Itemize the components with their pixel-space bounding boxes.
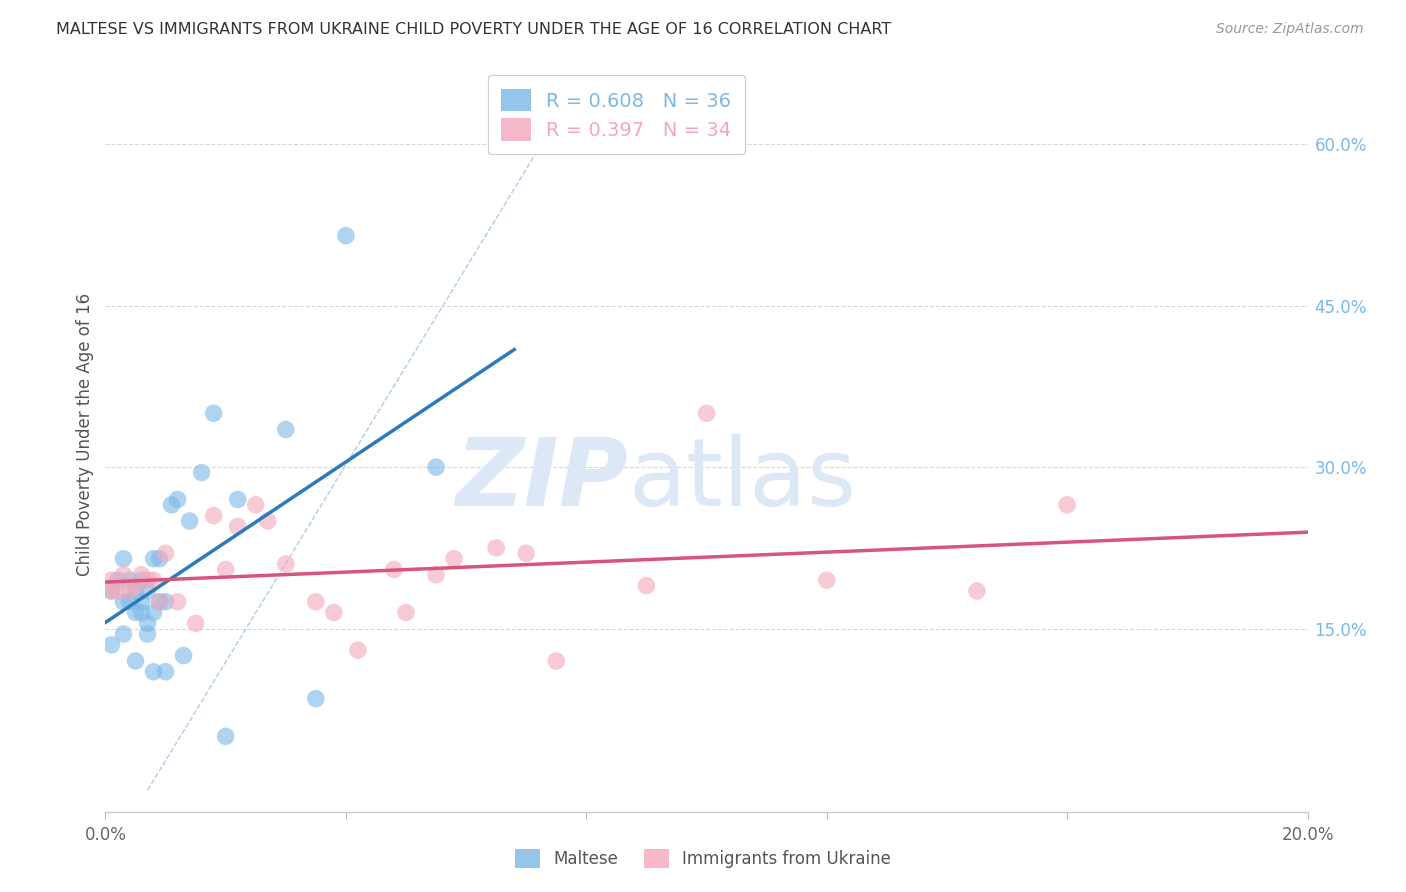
Text: ZIP: ZIP — [456, 434, 628, 526]
Point — [322, 606, 344, 620]
Point — [347, 643, 370, 657]
Point — [226, 519, 249, 533]
Point — [166, 595, 188, 609]
Point — [112, 595, 135, 609]
Point — [112, 551, 135, 566]
Point — [107, 584, 129, 599]
Point — [274, 422, 297, 436]
Point — [173, 648, 195, 663]
Point — [256, 514, 278, 528]
Point — [179, 514, 201, 528]
Point — [184, 616, 207, 631]
Point — [118, 573, 141, 587]
Point — [395, 606, 418, 620]
Point — [112, 627, 135, 641]
Point — [148, 551, 170, 566]
Point — [112, 567, 135, 582]
Point — [136, 573, 159, 587]
Point — [160, 498, 183, 512]
Point — [245, 498, 267, 512]
Point — [425, 460, 447, 475]
Point — [100, 638, 122, 652]
Point — [155, 665, 177, 679]
Point — [136, 616, 159, 631]
Point — [166, 492, 188, 507]
Point — [118, 595, 141, 609]
Point — [136, 584, 159, 599]
Point — [131, 606, 153, 620]
Point — [155, 546, 177, 560]
Point — [636, 579, 658, 593]
Point — [696, 406, 718, 420]
Point — [124, 584, 146, 599]
Point — [100, 584, 122, 599]
Point — [214, 562, 236, 576]
Point — [274, 557, 297, 571]
Point — [124, 579, 146, 593]
Y-axis label: Child Poverty Under the Age of 16: Child Poverty Under the Age of 16 — [76, 293, 94, 576]
Point — [136, 627, 159, 641]
Point — [226, 492, 249, 507]
Point — [142, 573, 165, 587]
Legend: R = 0.608   N = 36, R = 0.397   N = 34: R = 0.608 N = 36, R = 0.397 N = 34 — [488, 75, 745, 154]
Point — [515, 546, 537, 560]
Point — [107, 573, 129, 587]
Point — [142, 551, 165, 566]
Point — [142, 665, 165, 679]
Point — [118, 584, 141, 599]
Point — [190, 466, 212, 480]
Point — [155, 595, 177, 609]
Point — [1056, 498, 1078, 512]
Point — [100, 584, 122, 599]
Point — [131, 573, 153, 587]
Point — [100, 573, 122, 587]
Point — [131, 595, 153, 609]
Text: atlas: atlas — [628, 434, 856, 526]
Point — [546, 654, 568, 668]
Point — [305, 595, 328, 609]
Point — [305, 691, 328, 706]
Point — [214, 730, 236, 744]
Point — [202, 508, 225, 523]
Point — [148, 595, 170, 609]
Point — [124, 606, 146, 620]
Point — [966, 584, 988, 599]
Point — [148, 595, 170, 609]
Text: MALTESE VS IMMIGRANTS FROM UKRAINE CHILD POVERTY UNDER THE AGE OF 16 CORRELATION: MALTESE VS IMMIGRANTS FROM UKRAINE CHILD… — [56, 22, 891, 37]
Point — [131, 567, 153, 582]
Point — [335, 228, 357, 243]
Legend: Maltese, Immigrants from Ukraine: Maltese, Immigrants from Ukraine — [509, 842, 897, 875]
Point — [124, 654, 146, 668]
Text: Source: ZipAtlas.com: Source: ZipAtlas.com — [1216, 22, 1364, 37]
Point — [815, 573, 838, 587]
Point — [142, 606, 165, 620]
Point — [443, 551, 465, 566]
Point — [485, 541, 508, 555]
Point — [425, 567, 447, 582]
Point — [202, 406, 225, 420]
Point — [382, 562, 405, 576]
